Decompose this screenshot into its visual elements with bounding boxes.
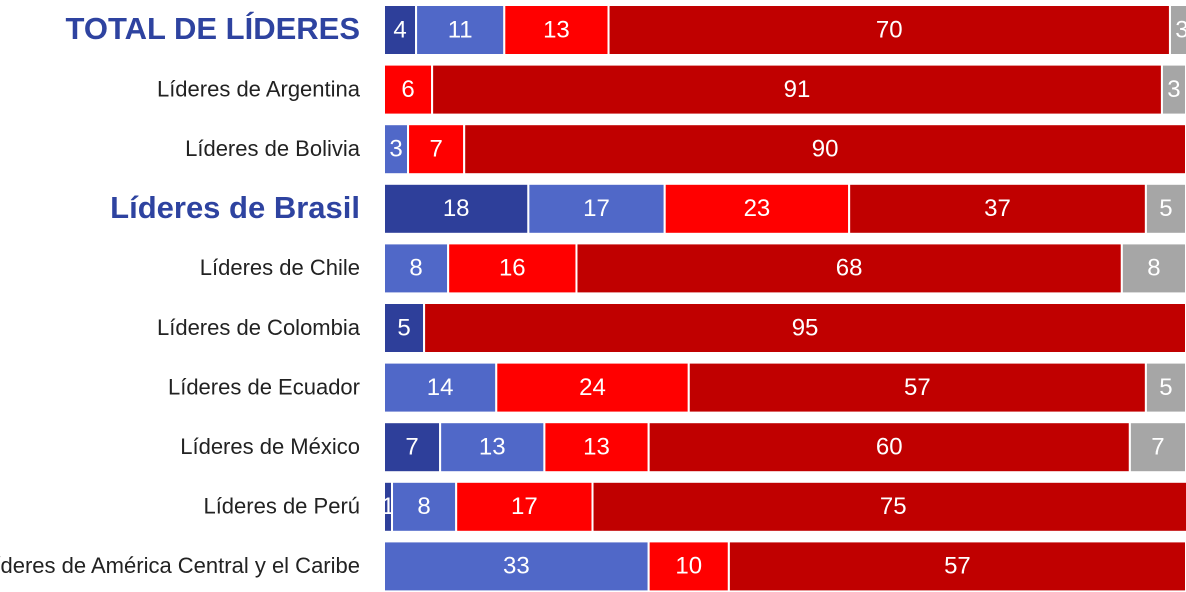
- bar-segment: [1168, 4, 1186, 56]
- value-label: 5: [1159, 195, 1172, 222]
- value-label: 18: [443, 195, 470, 222]
- value-label: 16: [499, 255, 526, 282]
- bar-segment: [463, 123, 1186, 176]
- value-label: 17: [583, 195, 610, 222]
- value-label: 10: [675, 553, 702, 580]
- bar-segment: [431, 63, 1163, 116]
- value-label: 33: [503, 553, 530, 580]
- category-label: Líderes de América Central y el Caribe: [0, 553, 360, 578]
- bar-segment: [1144, 361, 1186, 414]
- bar-segment: [1128, 421, 1186, 474]
- value-label: 7: [1151, 434, 1164, 461]
- bar-segment: [848, 182, 1147, 235]
- value-label: 37: [984, 195, 1011, 222]
- bar-segment: [423, 302, 1186, 354]
- category-label: Líderes de Ecuador: [168, 374, 360, 399]
- value-label: 3: [1175, 16, 1186, 43]
- value-label: 4: [393, 16, 406, 43]
- value-label: 7: [429, 136, 442, 163]
- category-label: Líderes de Colombia: [157, 315, 361, 340]
- bar-segment: [415, 4, 506, 56]
- bar-segment: [687, 361, 1147, 414]
- value-label: 13: [583, 434, 610, 461]
- bar-segment: [383, 242, 450, 295]
- value-label: 17: [511, 493, 538, 520]
- bar-segment: [503, 4, 610, 56]
- value-label: 7: [405, 434, 418, 461]
- bar-segment: [591, 480, 1186, 533]
- value-label: 3: [1167, 76, 1180, 103]
- value-label: 24: [579, 374, 606, 401]
- category-label: Líderes de Brasil: [110, 190, 360, 225]
- value-label: 70: [876, 16, 903, 43]
- category-label: Líderes de Bolivia: [185, 136, 361, 161]
- bar-segment: [543, 421, 650, 474]
- bar-segment: [647, 540, 730, 592]
- bar-segment: [575, 242, 1123, 295]
- bar-segment: [1160, 63, 1186, 116]
- value-label: 3: [389, 136, 402, 163]
- category-label: Líderes de Perú: [203, 494, 360, 519]
- value-label: 8: [1147, 255, 1160, 282]
- value-label: 6: [401, 76, 414, 103]
- category-label: Líderes de México: [180, 434, 360, 459]
- value-label: 95: [792, 314, 819, 341]
- bar-segment: [447, 242, 578, 295]
- bar-segment: [383, 540, 650, 592]
- bar-segment: [383, 63, 434, 116]
- category-label: Líderes de Argentina: [157, 76, 361, 101]
- value-label: 11: [448, 16, 473, 43]
- value-label: 8: [409, 255, 422, 282]
- value-label: 57: [944, 553, 971, 580]
- value-label: 60: [876, 434, 903, 461]
- value-label: 90: [812, 136, 839, 163]
- bar-segment: [647, 421, 1131, 474]
- bar-segment: [383, 302, 426, 354]
- bar-segment: [1144, 182, 1186, 235]
- value-label: 91: [784, 76, 811, 103]
- value-label: 5: [397, 314, 410, 341]
- value-label: 68: [836, 255, 863, 282]
- value-label: 23: [744, 195, 771, 222]
- value-label: 57: [904, 374, 931, 401]
- category-label: Líderes de Chile: [200, 255, 360, 280]
- bar-segment: [383, 182, 530, 235]
- value-label: 8: [417, 493, 430, 520]
- bar-segment: [663, 182, 851, 235]
- value-label: 13: [543, 16, 570, 43]
- bar-segment: [383, 4, 418, 56]
- value-label: 13: [479, 434, 506, 461]
- value-label: 14: [427, 374, 454, 401]
- bar-segment: [439, 421, 546, 474]
- bar-segment: [383, 421, 442, 474]
- value-label: 5: [1159, 374, 1172, 401]
- bar-segment: [727, 540, 1186, 592]
- bar-segment: [391, 480, 458, 533]
- value-label: 75: [880, 493, 907, 520]
- category-label: TOTAL DE LÍDERES: [65, 11, 360, 46]
